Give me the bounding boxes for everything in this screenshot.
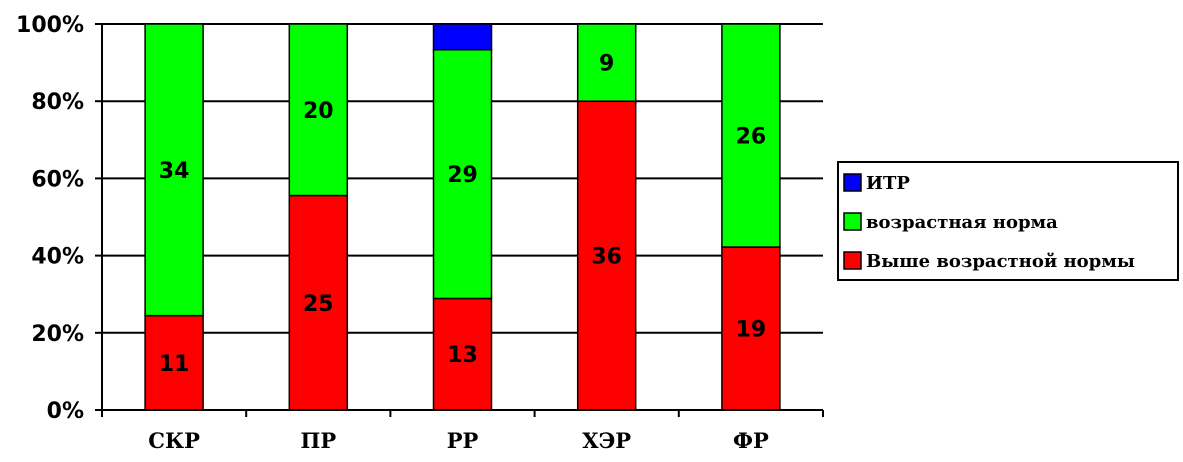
legend: ИТР возрастная норма Выше возрастной нормы: [837, 161, 1179, 281]
y-tick-label: 20%: [31, 322, 84, 347]
bar-segment: [576, 23, 637, 102]
bar-segment: [288, 23, 349, 197]
x-tick-label: СКР: [148, 428, 200, 453]
data-label: 25: [303, 292, 334, 317]
data-label: 9: [599, 52, 614, 77]
legend-label: возрастная норма: [866, 212, 1058, 233]
y-axis-tick-labels: 0% 20% 40% 60% 80% 100%: [16, 13, 84, 424]
axes: [95, 23, 824, 417]
data-label: 11: [159, 352, 190, 377]
data-label: 36: [591, 245, 622, 270]
data-label: 13: [447, 343, 478, 368]
x-tick-label: РР: [447, 428, 479, 453]
legend-swatch: [843, 173, 862, 192]
data-label: 20: [303, 99, 334, 124]
legend-label: ИТР: [866, 173, 910, 194]
data-label: 26: [736, 125, 767, 150]
legend-box: [837, 161, 1179, 281]
legend-label: Выше возрастной нормы: [866, 251, 1135, 272]
legend-swatch: [843, 212, 862, 231]
data-label: 34: [159, 159, 190, 184]
y-tick-label: 0%: [47, 399, 84, 424]
x-axis-tick-labels: СКР ПР РР ХЭР ФР: [148, 428, 769, 453]
bar-segment: [721, 23, 781, 248]
bar-segment: [576, 100, 637, 411]
bar-segment: [721, 246, 781, 411]
y-tick-label: 100%: [16, 13, 84, 38]
data-labels: 11 34 25 20 13 29 36 9 19 26: [159, 52, 766, 377]
legend-swatch: [843, 251, 862, 270]
x-tick-label: ХЭР: [582, 428, 631, 453]
bars: [144, 23, 781, 411]
y-tick-label: 60%: [31, 167, 84, 192]
bar-segment: [432, 23, 493, 51]
data-label: 29: [447, 163, 478, 188]
y-tick-label: 80%: [31, 90, 84, 115]
data-label: 19: [736, 318, 767, 343]
bar-segment: [144, 314, 204, 411]
x-tick-label: ПР: [300, 428, 336, 453]
bar-segment: [144, 23, 204, 317]
x-tick-label: ФР: [733, 428, 769, 453]
y-tick-label: 40%: [31, 245, 84, 270]
